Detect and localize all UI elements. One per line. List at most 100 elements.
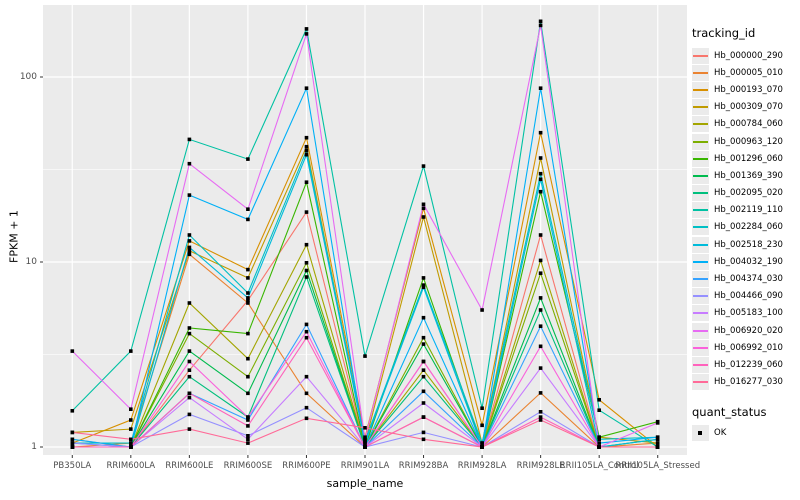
- legend-line-icon: [693, 157, 708, 160]
- legend-item-label: Hb_001369_390: [714, 170, 783, 181]
- legend-key-swatch-icon: [692, 64, 709, 81]
- legend-key-swatch-icon: [692, 339, 709, 356]
- legend-item-label: Hb_016277_030: [714, 377, 783, 388]
- legend-item-label: Hb_000309_070: [714, 102, 783, 113]
- legend-title-quant-status: quant_status: [692, 404, 767, 419]
- legend-line-icon: [693, 381, 708, 384]
- legend-item: Hb_005183_100: [692, 305, 798, 322]
- legend-key-swatch-icon: [692, 374, 709, 391]
- x-tick-label: RRIM600LA: [106, 461, 156, 471]
- legend-title-tracking-id: tracking_id: [692, 26, 756, 40]
- quant-key-swatch-icon: [692, 425, 709, 442]
- legend-line-icon: [693, 54, 708, 57]
- legend-key-swatch-icon: [692, 133, 709, 150]
- legend-item-label: Hb_004466_090: [714, 291, 783, 302]
- x-tick-label: RRIM928BA: [398, 461, 449, 471]
- x-tick-label: RRIM928LE: [516, 461, 565, 471]
- legend-item-label: Hb_001296_060: [714, 153, 783, 164]
- legend-key-swatch-icon: [692, 322, 709, 339]
- legend-item-label: Hb_000005_010: [714, 67, 783, 78]
- legend: tracking_id Hb_000000_290 Hb_000005_010 Hb…: [692, 26, 798, 442]
- legend-item-label: Hb_004374_030: [714, 274, 783, 285]
- black-square-marker-icon: [698, 431, 702, 436]
- legend-item-label: Hb_004032_190: [714, 256, 783, 267]
- legend-line-icon: [693, 71, 708, 74]
- y-axis-title: FPKM + 1: [7, 210, 21, 263]
- legend-item: Hb_000005_010: [692, 64, 798, 81]
- legend-line-icon: [693, 106, 708, 109]
- legend-item-label: Hb_002518_230: [714, 239, 783, 250]
- legend-item-label: Hb_002095_020: [714, 188, 783, 199]
- legend-key-swatch-icon: [692, 99, 709, 116]
- legend-item-label: Hb_000193_070: [714, 84, 783, 95]
- legend-item: Hb_004032_190: [692, 253, 798, 270]
- legend-key-swatch-icon: [692, 219, 709, 236]
- x-tick-label: RRIM600PE: [282, 461, 331, 471]
- legend-key-swatch-icon: [692, 236, 709, 253]
- legend-key-swatch-icon: [692, 185, 709, 202]
- legend-line-icon: [693, 346, 708, 349]
- legend-line-icon: [693, 243, 708, 246]
- legend-line-icon: [693, 140, 708, 143]
- legend-item-label: Hb_012239_060: [714, 359, 783, 370]
- legend-line-icon: [693, 209, 708, 212]
- legend-line-icon: [693, 363, 708, 366]
- x-tick-label: RRIM901LA: [340, 461, 390, 471]
- x-tick-label: RRIM600SE: [223, 461, 273, 471]
- legend-line-icon: [693, 278, 708, 281]
- legend-item: Hb_000193_070: [692, 81, 798, 98]
- quant-status-items: OK: [692, 425, 798, 442]
- legend-item-label: Hb_000784_060: [714, 119, 783, 130]
- legend-line-icon: [693, 329, 708, 332]
- x-axis-title: sample_name: [326, 477, 404, 490]
- x-tick-label: PB350LA: [53, 461, 92, 471]
- legend-item: Hb_002119_110: [692, 202, 798, 219]
- legend-key-swatch-icon: [692, 150, 709, 167]
- legend-key-swatch-icon: [692, 305, 709, 322]
- legend-line-icon: [693, 226, 708, 229]
- legend-item-label: Hb_006992_010: [714, 342, 783, 353]
- quant-status-label: OK: [714, 428, 727, 439]
- legend-item: Hb_001369_390: [692, 167, 798, 184]
- legend-key-swatch-icon: [692, 47, 709, 64]
- legend-item: Hb_006992_010: [692, 339, 798, 356]
- legend-line-icon: [693, 312, 708, 315]
- x-tick-label: RRIM928LA: [457, 461, 507, 471]
- legend-item-label: Hb_000000_290: [714, 50, 783, 61]
- legend-line-icon: [693, 123, 708, 126]
- legend-key-swatch-icon: [692, 271, 709, 288]
- y-tick-label: 1: [31, 441, 37, 452]
- legend-key-swatch-icon: [692, 253, 709, 270]
- legend-item-label: Hb_002284_060: [714, 222, 783, 233]
- legend-item: Hb_002095_020: [692, 185, 798, 202]
- x-tick-label: RRII105LA_Control: [559, 461, 639, 471]
- legend-key-swatch-icon: [692, 167, 709, 184]
- legend-item: Hb_012239_060: [692, 356, 798, 373]
- y-tick-label: 10: [25, 256, 37, 267]
- legend-key-swatch-icon: [692, 356, 709, 373]
- legend-item: Hb_000000_290: [692, 47, 798, 64]
- legend-item-label: Hb_006920_020: [714, 325, 783, 336]
- legend-key-swatch-icon: [692, 81, 709, 98]
- legend-item-label: Hb_000963_120: [714, 136, 783, 147]
- legend-item: Hb_002518_230: [692, 236, 798, 253]
- y-tick-label: 100: [19, 71, 37, 82]
- legend-item: Hb_004374_030: [692, 270, 798, 288]
- quant-status-item: OK: [692, 425, 798, 442]
- legend-line-icon: [693, 174, 708, 177]
- legend-item: Hb_000784_060: [692, 116, 798, 133]
- legend-item: Hb_000309_070: [692, 99, 798, 116]
- legend-item: Hb_016277_030: [692, 374, 798, 391]
- legend-items: Hb_000000_290 Hb_000005_010 Hb_000193_070 H…: [692, 47, 798, 391]
- legend-line-icon: [693, 88, 708, 91]
- legend-key-swatch-icon: [692, 288, 709, 305]
- legend-key-swatch-icon: [692, 202, 709, 219]
- legend-item: Hb_006920_020: [692, 322, 798, 339]
- legend-line-icon: [693, 192, 708, 195]
- legend-item: Hb_002284_060: [692, 219, 798, 236]
- legend-line-icon: [693, 260, 708, 263]
- x-tick-label: RRIM600LE: [165, 461, 214, 471]
- legend-item: Hb_001296_060: [692, 150, 798, 167]
